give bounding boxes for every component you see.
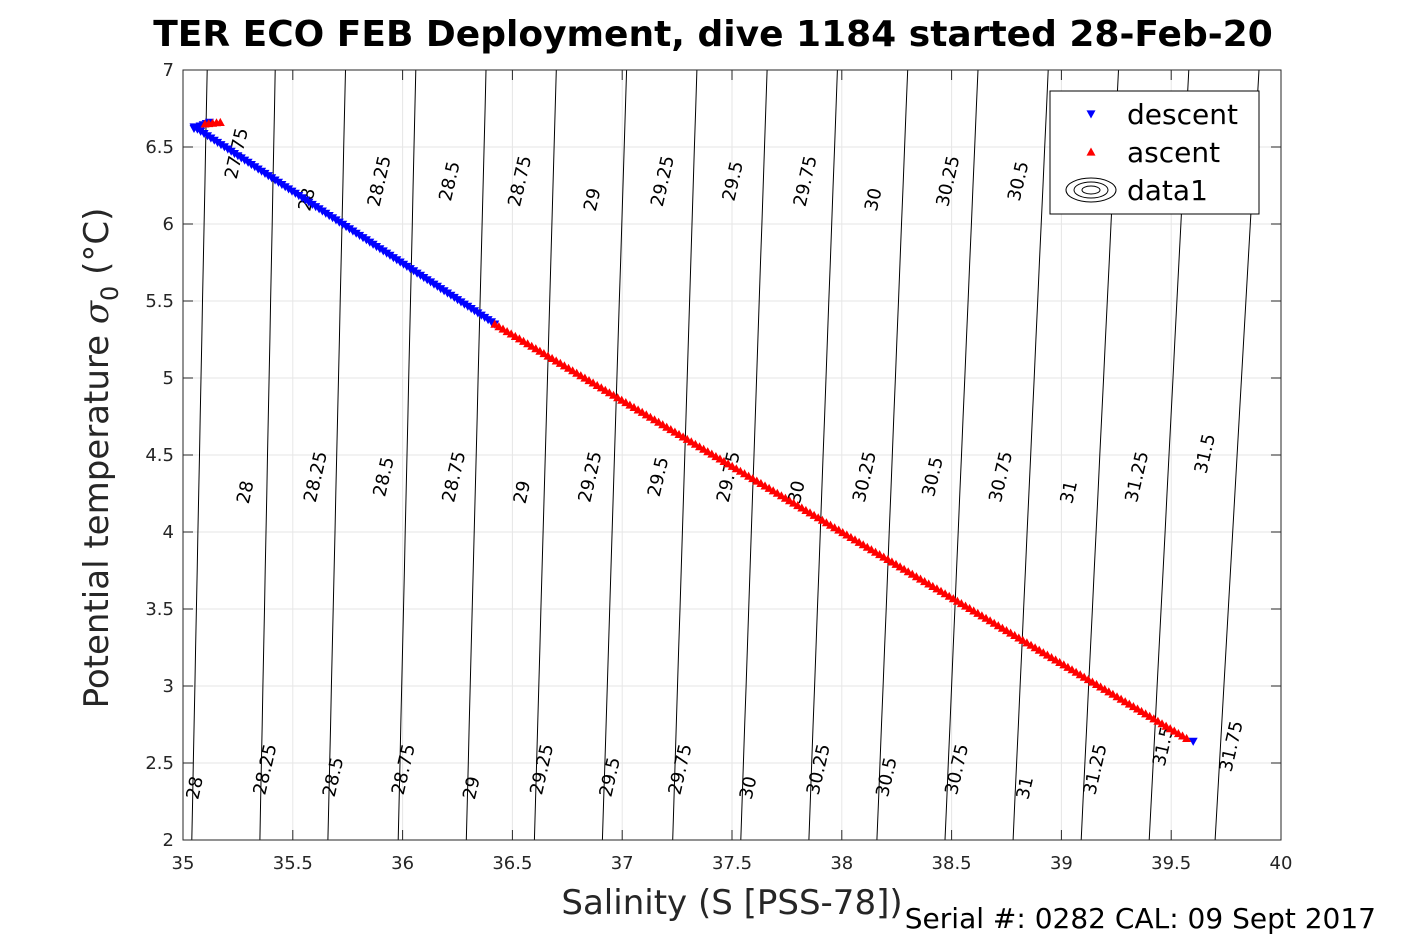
x-tick-label: 38 bbox=[830, 853, 853, 874]
x-axis-label: Salinity (S [PSS-78]) bbox=[561, 883, 902, 923]
density-contour-line bbox=[740, 70, 768, 840]
descent-point bbox=[1188, 737, 1198, 746]
x-tick-label: 35.5 bbox=[273, 853, 313, 874]
y-tick-label: 4 bbox=[163, 522, 174, 543]
x-tick-label: 37 bbox=[611, 853, 634, 874]
legend-item-ascent: ascent bbox=[1086, 136, 1220, 169]
density-contour-line bbox=[191, 70, 208, 840]
legend-contour-glyph bbox=[1065, 177, 1117, 203]
legend-marker-ascent bbox=[1086, 147, 1096, 156]
y-axis-label-symbol: σ bbox=[77, 300, 117, 324]
contour-label: 28 bbox=[233, 479, 259, 506]
y-tick-label: 4.5 bbox=[145, 445, 174, 466]
serial-value: 0282 bbox=[1035, 902, 1106, 935]
legend-marker-descent bbox=[1086, 110, 1096, 119]
density-contour-line bbox=[397, 70, 417, 840]
density-contour-line bbox=[259, 70, 276, 840]
legend-label-descent: descent bbox=[1127, 98, 1238, 131]
contour-label: 28 bbox=[182, 774, 208, 801]
y-axis-label-subscript: 0 bbox=[96, 286, 124, 301]
density-contour-line bbox=[944, 70, 979, 840]
axis-ticks: 35 35.5 36 36.5 37 37.5 38 38.5 39 39.5 40 2 2.5 3 3.5… bbox=[145, 60, 1292, 874]
cal-label: CAL: bbox=[1115, 902, 1179, 935]
y-tick-label: 5 bbox=[163, 368, 174, 389]
contour-label: 29 bbox=[459, 774, 485, 801]
y-tick-label: 5.5 bbox=[145, 291, 174, 312]
y-axis-label-unit: (°C) bbox=[77, 208, 117, 286]
contour-label: 30 bbox=[861, 186, 887, 213]
x-tick-label: 36 bbox=[391, 853, 414, 874]
y-tick-label: 2 bbox=[163, 830, 174, 851]
legend-contour-glyph bbox=[1081, 185, 1101, 195]
x-tick-label: 39 bbox=[1050, 853, 1073, 874]
descent-point bbox=[189, 124, 199, 133]
footer-caption: Serial #: 0282 CAL: 09 Sept 2017 bbox=[905, 902, 1376, 935]
data-series bbox=[189, 117, 1198, 746]
y-axis-label: Potential temperature σ0 (°C) bbox=[77, 208, 124, 709]
y-tick-label: 6 bbox=[163, 214, 174, 235]
y-tick-label: 6.5 bbox=[145, 137, 174, 158]
legend-item-descent: descent bbox=[1086, 98, 1238, 131]
cal-value: 09 Sept 2017 bbox=[1188, 902, 1376, 935]
serial-label: Serial #: bbox=[905, 902, 1026, 935]
legend: descent ascent data1 bbox=[1049, 90, 1260, 215]
ascent-point bbox=[215, 117, 225, 126]
legend-item-data1: data1 bbox=[1065, 174, 1208, 207]
contour-label: 30 bbox=[736, 774, 762, 801]
contour-label: 29 bbox=[510, 479, 536, 506]
y-tick-label: 2.5 bbox=[145, 753, 174, 774]
density-contour-line bbox=[533, 70, 557, 840]
contour-label: 31 bbox=[1012, 774, 1038, 801]
legend-label-ascent: ascent bbox=[1127, 136, 1220, 169]
density-contour-line bbox=[808, 70, 838, 840]
contour-label: 29 bbox=[580, 186, 606, 213]
x-tick-label: 35 bbox=[172, 853, 195, 874]
legend-label-data1: data1 bbox=[1127, 174, 1208, 207]
x-tick-label: 37.5 bbox=[712, 853, 752, 874]
density-contour-line bbox=[1012, 70, 1049, 840]
series-descent bbox=[189, 118, 1198, 746]
legend-contour-glyph bbox=[1073, 181, 1109, 199]
y-axis-label-text: Potential temperature bbox=[77, 324, 117, 708]
legend-box bbox=[1049, 90, 1260, 215]
density-contour-line bbox=[601, 70, 628, 840]
density-contour-line bbox=[876, 70, 909, 840]
chart-title: TER ECO FEB Deployment, dive 1184 starte… bbox=[153, 14, 1273, 55]
contour-label: 31 bbox=[1056, 479, 1082, 506]
y-tick-label: 3.5 bbox=[145, 599, 174, 620]
density-contour-line bbox=[672, 70, 698, 840]
x-tick-label: 38.5 bbox=[932, 853, 972, 874]
x-tick-label: 36.5 bbox=[492, 853, 532, 874]
density-contours bbox=[191, 70, 1260, 840]
series-ascent bbox=[200, 117, 1192, 742]
x-tick-label: 39.5 bbox=[1151, 853, 1191, 874]
density-contour-line bbox=[465, 70, 487, 840]
ascent-point bbox=[1182, 733, 1192, 742]
y-tick-label: 7 bbox=[163, 60, 174, 81]
density-contour-line bbox=[327, 70, 346, 840]
x-tick-label: 40 bbox=[1270, 853, 1293, 874]
y-tick-label: 3 bbox=[163, 676, 174, 697]
